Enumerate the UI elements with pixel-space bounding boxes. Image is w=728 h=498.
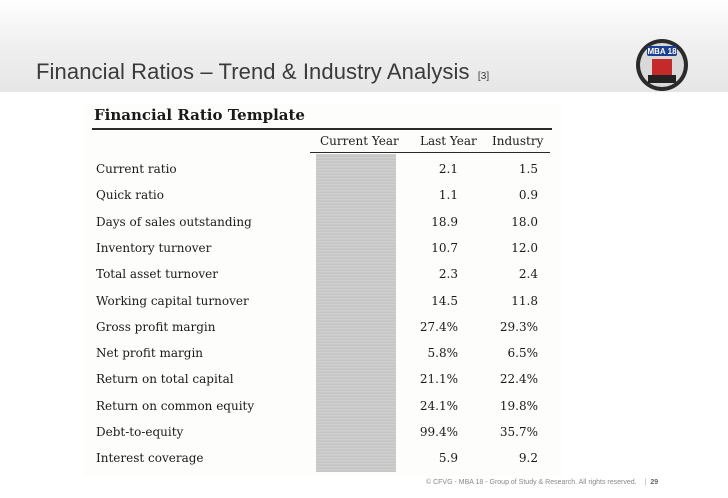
- ratio-label: Days of sales outstanding: [96, 214, 252, 229]
- slide-title-text: Financial Ratios – Trend & Industry Anal…: [36, 59, 470, 84]
- logo-text: MBA 18: [647, 47, 677, 56]
- footer-separator: |: [644, 479, 647, 486]
- ratio-template-scan: Financial Ratio Template Current Year La…: [84, 104, 562, 476]
- last-year-value: 21.1%: [419, 372, 458, 387]
- ratio-label: Current ratio: [96, 162, 177, 176]
- ratio-label: Quick ratio: [96, 188, 164, 203]
- last-year-value: 18.9: [431, 214, 458, 229]
- ratio-label: Working capital turnover: [96, 293, 249, 308]
- industry-value: 0.9: [518, 188, 538, 203]
- template-title: Financial Ratio Template: [94, 106, 305, 124]
- footer-copyright: © CFVG - MBA 18 - Group of Study & Resea…: [426, 479, 637, 486]
- last-year-value: 5.9: [438, 451, 458, 466]
- last-year-value: 99.4%: [419, 425, 458, 439]
- last-year-value: 2.1: [438, 162, 458, 176]
- slide-title: Financial Ratios – Trend & Industry Anal…: [36, 59, 489, 85]
- last-year-value: 5.8%: [427, 346, 459, 361]
- template-rule-top: [92, 128, 552, 130]
- last-year-value: 1.1: [438, 188, 458, 203]
- ratio-label: Return on common equity: [96, 398, 255, 413]
- ratio-label: Total asset turnover: [96, 267, 218, 282]
- industry-value: 19.8%: [499, 398, 538, 413]
- last-year-value: 2.3: [438, 267, 458, 282]
- last-year-value: 27.4%: [419, 319, 458, 334]
- template-rule-header: [310, 152, 550, 153]
- ratio-label: Interest coverage: [96, 451, 204, 466]
- industry-value: 9.2: [518, 451, 538, 466]
- last-year-value: 10.7: [431, 240, 458, 255]
- industry-value: 6.5%: [507, 346, 539, 361]
- industry-value: 1.5: [518, 162, 538, 176]
- industry-value: 22.4%: [499, 372, 538, 387]
- current-year-blank-column: [316, 154, 396, 472]
- mba-logo: MBA 18: [636, 39, 688, 91]
- ratio-label: Gross profit margin: [96, 319, 216, 334]
- industry-value: 12.0: [511, 240, 538, 255]
- industry-value: 2.4: [518, 267, 538, 282]
- column-header-last-year: Last Year: [420, 134, 477, 148]
- slide-title-reference: [3]: [477, 71, 490, 82]
- ratio-label: Return on total capital: [96, 372, 234, 387]
- footer: © CFVG - MBA 18 - Group of Study & Resea…: [426, 479, 658, 486]
- page-number: 29: [650, 479, 659, 486]
- industry-value: 35.7%: [499, 425, 538, 439]
- last-year-value: 24.1%: [419, 398, 458, 413]
- ratio-label: Net profit margin: [96, 346, 204, 361]
- last-year-value: 14.5: [431, 293, 458, 308]
- industry-value: 18.0: [511, 214, 538, 229]
- industry-value: 29.3%: [499, 319, 538, 334]
- column-header-current-year: Current Year: [320, 134, 399, 148]
- ratio-label: Debt-to-equity: [96, 425, 184, 439]
- column-header-industry: Industry: [492, 134, 544, 148]
- ratio-label: Inventory turnover: [96, 240, 212, 255]
- header-band: [0, 0, 728, 92]
- industry-value: 11.8: [511, 293, 538, 308]
